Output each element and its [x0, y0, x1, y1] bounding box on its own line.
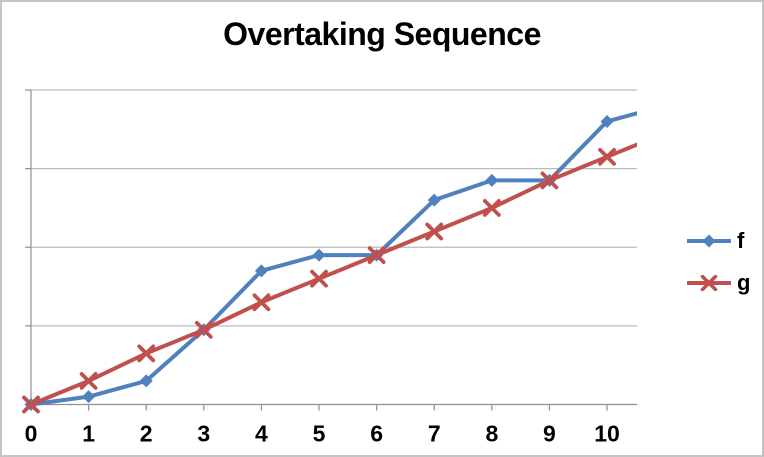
series-f-marker — [312, 248, 326, 262]
legend-item-f: f — [686, 228, 750, 253]
series-g-marker — [540, 171, 559, 190]
x-tick-label: 5 — [313, 421, 326, 447]
x-tick-label: 3 — [197, 421, 210, 447]
series-f-marker — [82, 390, 96, 404]
series-g-marker — [310, 269, 328, 288]
x-tick-label: 8 — [485, 421, 498, 447]
legend-label-g: g — [737, 270, 751, 295]
legend-line-marker-g-icon — [687, 275, 731, 291]
legend: f g — [686, 228, 751, 295]
series-g-marker — [252, 293, 271, 312]
series-g-marker — [79, 372, 98, 390]
series-g-marker — [22, 395, 40, 414]
x-tick-label: 0 — [25, 421, 38, 447]
series-f-marker — [427, 193, 441, 207]
series-f-marker — [600, 114, 614, 128]
x-tick-label: 1 — [82, 421, 95, 447]
series-g-marker — [598, 147, 616, 166]
series-g-line — [30, 142, 637, 407]
legend-label-f: f — [737, 228, 745, 253]
series-f-marker — [485, 173, 499, 187]
series-f-marker — [139, 374, 153, 388]
series-f-marker — [254, 264, 268, 278]
series-f-line — [30, 111, 637, 407]
legend-line-marker-f-icon — [687, 234, 731, 248]
series-g-marker — [425, 222, 444, 241]
series-g-marker — [137, 344, 156, 363]
x-tick-label: 4 — [255, 421, 268, 447]
series-g-marker — [482, 199, 501, 217]
x-tick-label: 6 — [370, 421, 383, 447]
chart-title: Overtaking Sequence — [223, 16, 541, 52]
x-tick-label: 2 — [140, 421, 153, 447]
x-tick-label: 9 — [543, 421, 556, 447]
legend-item-g: g — [686, 270, 751, 295]
x-tick-label: 10 — [594, 421, 620, 447]
series-g-marker — [194, 320, 213, 339]
series-g-marker — [367, 246, 386, 265]
x-tick-label: 7 — [428, 421, 441, 447]
